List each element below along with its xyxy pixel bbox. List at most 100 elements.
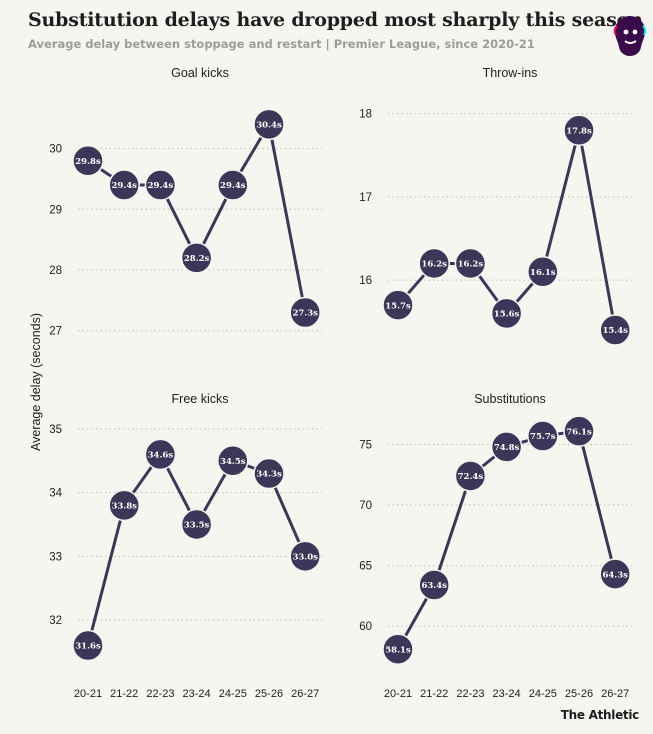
data-point [217,169,249,201]
x-tick-label: 24-25 [529,688,557,700]
panel-goal-kicks: Goal kicks 27 28 29 30 29.8s 29.4s 29.4s 28.2s 29… [49,66,322,338]
data-point [144,438,177,471]
x-tick-label: 23-24 [183,688,211,700]
y-tick-label: 70 [359,500,372,512]
data-point [382,633,414,665]
x-tick-label: 26-27 [601,688,629,700]
y-tick-label: 35 [49,424,62,436]
brand-logo: The Athletic [560,708,640,722]
data-point [72,144,104,177]
data-label: 34.3s [256,470,282,480]
data-label: 28.2s [184,254,210,264]
data-label: 33.8s [111,502,137,512]
x-tick-label: 25-26 [565,688,593,700]
data-label: 64.3s [602,570,628,580]
data-point [454,247,487,280]
data-point [418,569,450,601]
data-point [454,460,487,492]
panel-title: Free kicks [172,392,229,406]
y-tick-label: 29 [49,204,62,216]
data-point [418,247,450,280]
data-point [180,242,213,274]
series-line [87,122,307,313]
data-point [144,169,177,201]
y-tick-label: 18 [359,109,372,121]
data-label: 34.6s [148,451,174,461]
x-tick-label: 21-22 [110,688,138,700]
data-point [599,558,631,590]
data-point [72,629,104,662]
panel-free-kicks: Free kicks 32 33 34 35 31.6s 33.8s 34.6s 33.5s 34… [49,392,322,700]
y-tick-label: 33 [49,551,62,563]
data-point [490,297,523,330]
y-tick-label: 16 [359,275,372,287]
data-point [490,431,523,463]
x-tick-label: 25-26 [255,688,283,700]
panel-title: Goal kicks [171,66,229,80]
y-tick-label: 28 [49,265,62,277]
x-tick-label: 26-27 [291,688,319,700]
data-label: 17.8s [566,126,592,136]
data-label: 33.5s [184,521,210,531]
y-tick-label: 75 [359,439,372,451]
data-label: 16.2s [458,260,484,270]
premier-league-lion-icon [613,16,647,56]
y-tick-label: 32 [49,615,62,627]
x-tick-label: 24-25 [219,688,247,700]
data-label: 33.0s [292,553,318,563]
data-label: 74.8s [494,443,520,453]
data-point [108,169,140,201]
x-tick-label: 22-23 [456,688,484,700]
data-label: 31.6s [75,642,101,652]
page-title: Substitution delays have dropped most sh… [28,9,643,31]
data-point [217,445,249,477]
x-tick-label: 20-21 [384,688,412,700]
page-subtitle: Average delay between stoppage and resta… [28,37,535,51]
data-label: 29.4s [148,181,174,191]
x-tick-label: 23-24 [493,688,521,700]
y-tick-label: 65 [359,561,372,573]
y-tick-label: 30 [49,144,62,156]
data-label: 29.8s [75,157,101,167]
data-label: 16.1s [530,268,556,278]
data-label: 72.4s [458,472,484,482]
series-line [396,429,617,650]
data-point [599,314,631,346]
x-tick-label: 21-22 [420,688,448,700]
data-label: 63.4s [421,581,447,591]
data-point [527,256,559,288]
data-point [289,296,321,329]
data-point [382,289,414,321]
data-point [108,489,140,522]
panel-throw-ins: Throw-ins 16 17 18 15.7s 16.2s 16.2s 15.6s 16.1s… [359,66,632,346]
data-label: 76.1s [566,427,592,437]
y-tick-label: 34 [49,488,62,500]
data-point [289,540,321,573]
data-label: 16.2s [421,260,447,270]
panel-title: Substitutions [474,392,546,406]
y-tick-label: 17 [359,192,372,204]
data-label: 27.3s [292,309,318,319]
data-label: 75.7s [530,432,556,442]
data-label: 34.5s [220,457,246,467]
data-point [563,114,595,147]
data-point [563,415,595,447]
panel-title: Throw-ins [483,66,538,80]
data-point [180,508,213,541]
x-tick-label: 22-23 [146,688,174,700]
data-point [253,457,285,490]
y-tick-label: 27 [49,326,62,338]
data-label: 15.7s [385,301,411,311]
y-tick-label: 60 [359,621,372,633]
data-label: 29.4s [111,181,137,191]
data-label: 15.4s [602,326,628,336]
panel-substitutions: Substitutions 60 65 70 75 58.1s 63.4s 72.4s 74.8… [359,392,632,700]
x-tick-label: 20-21 [74,688,102,700]
data-label: 15.6s [494,310,520,320]
data-label: 30.4s [256,121,282,131]
data-point [527,420,559,452]
data-label: 29.4s [220,181,246,191]
data-label: 58.1s [385,645,411,655]
data-point [253,108,285,141]
